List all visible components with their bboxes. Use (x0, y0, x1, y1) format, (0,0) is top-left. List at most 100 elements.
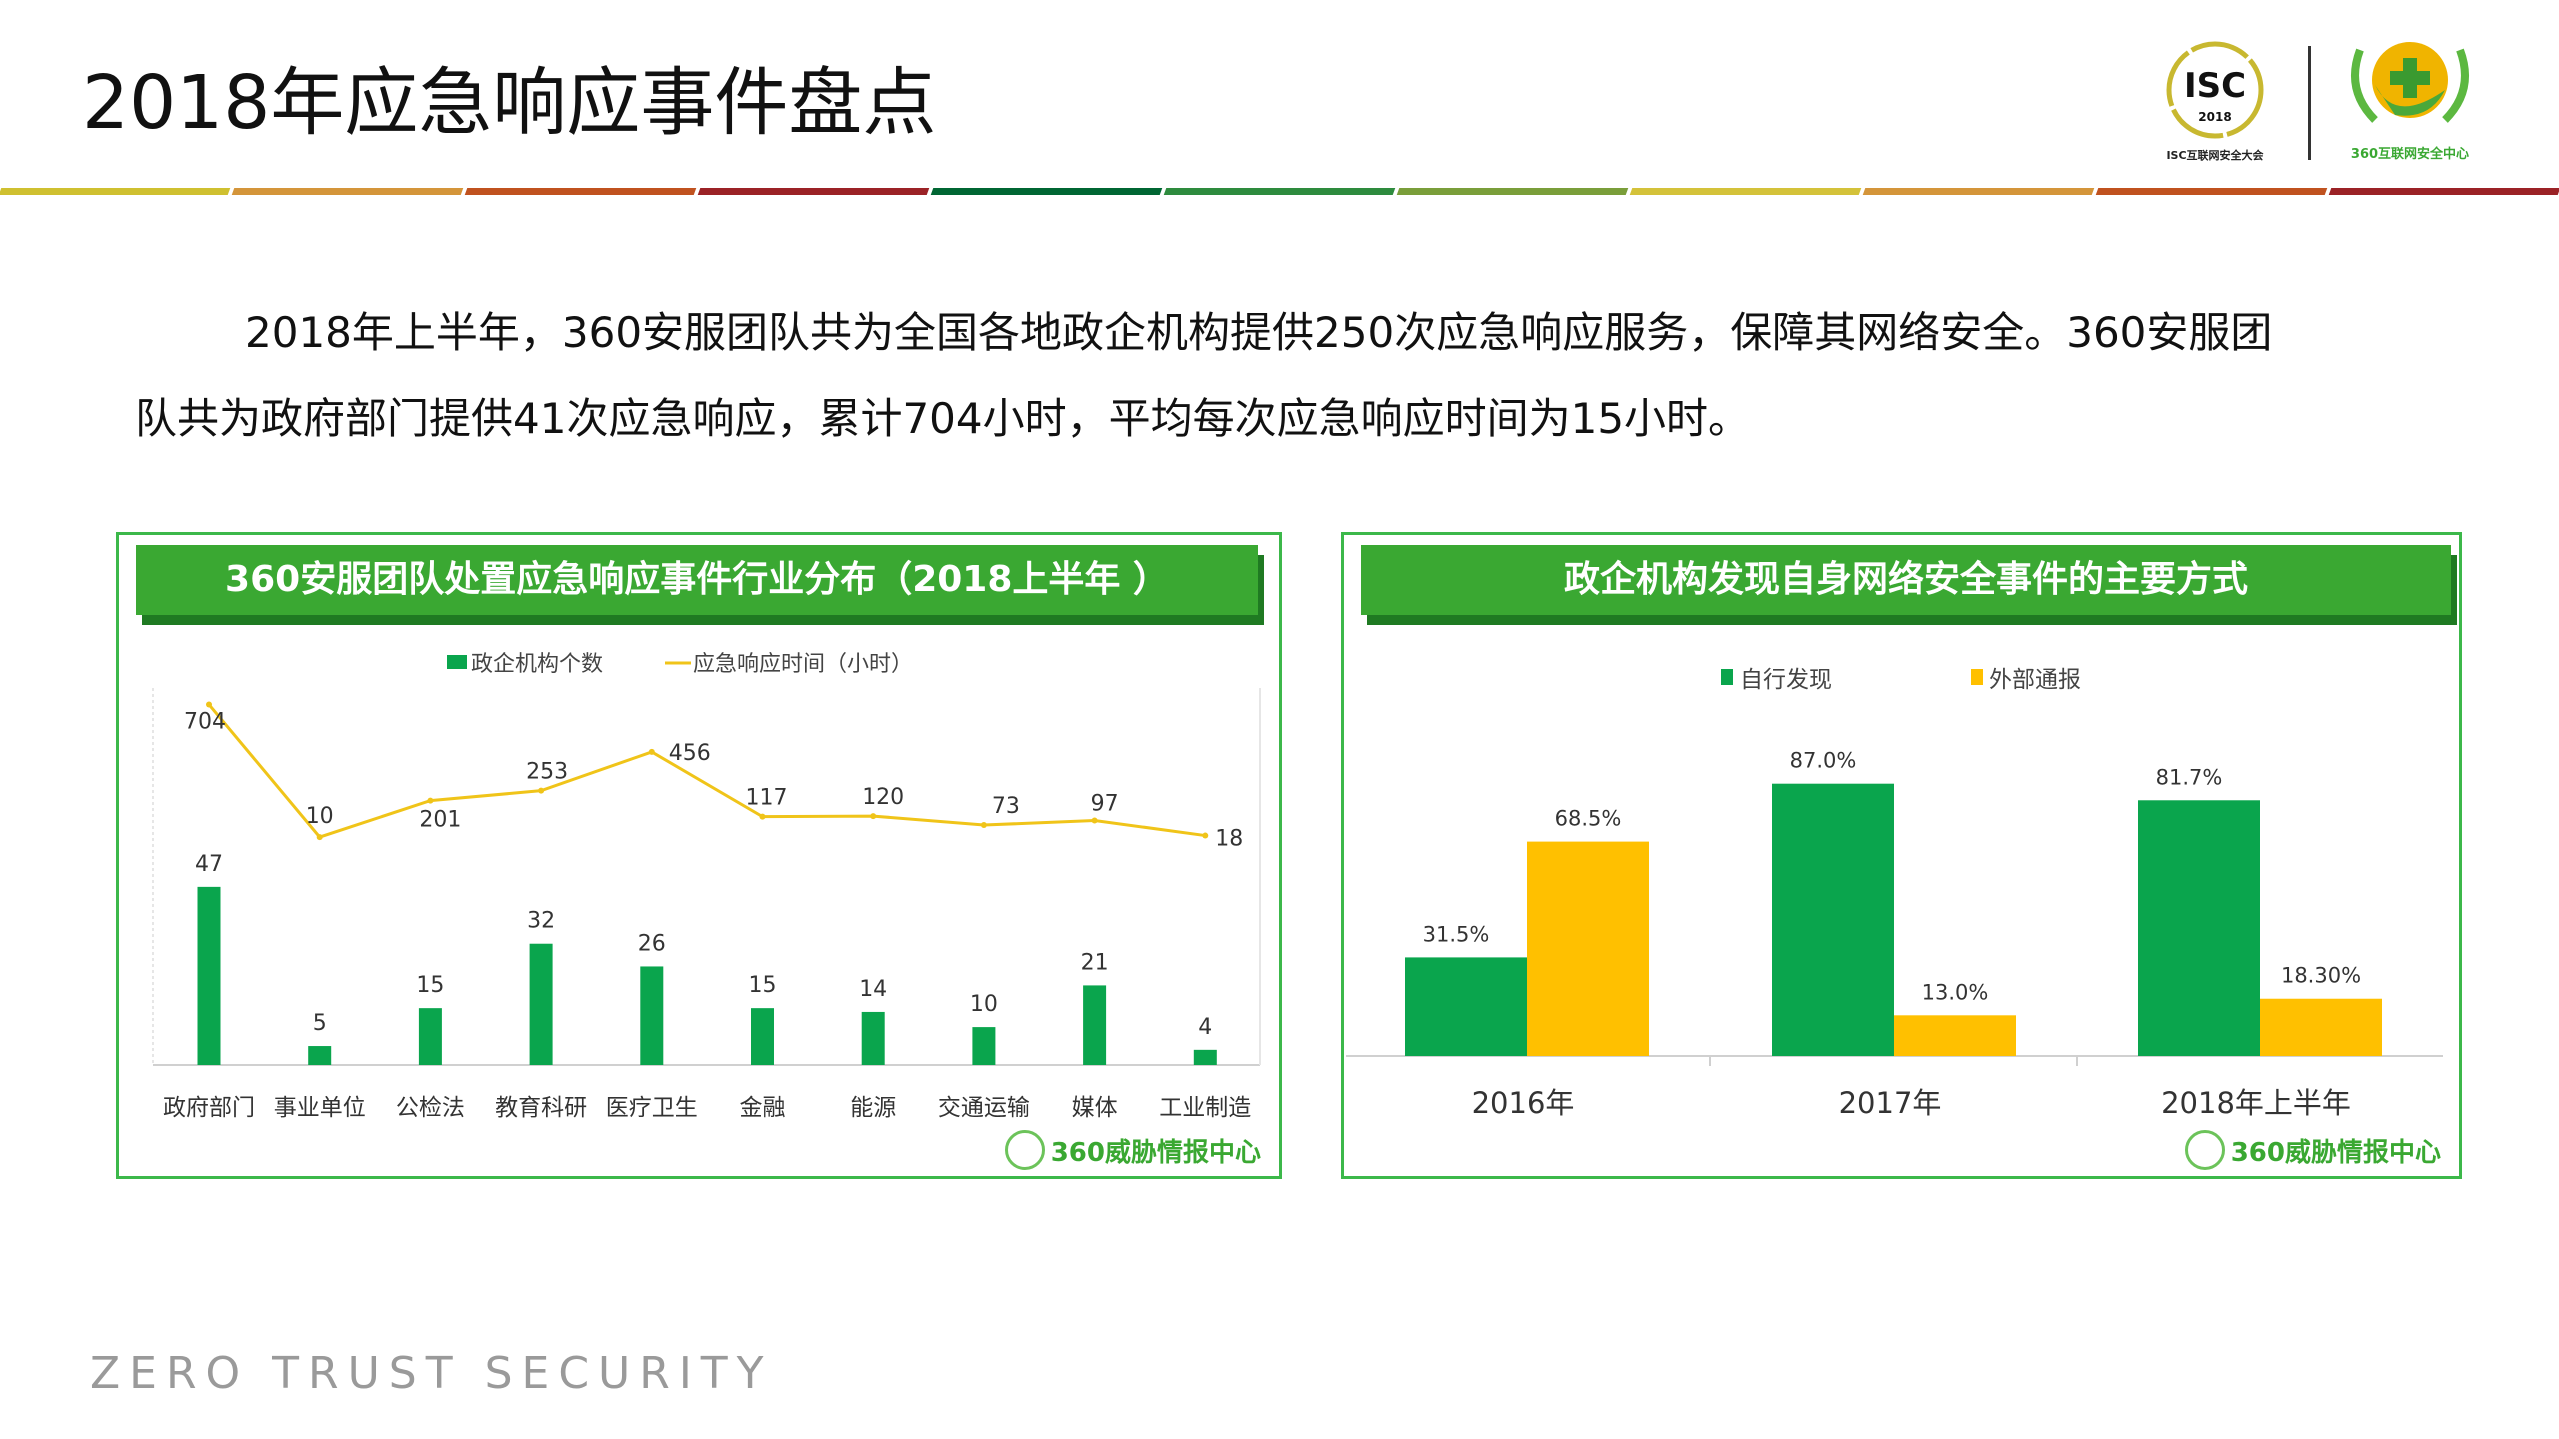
legend-label-line: 应急响应时间（小时） (693, 652, 913, 677)
bar (2260, 998, 2382, 1056)
industry-chart-title: 360安服团队处置应急响应事件行业分布（2018上半年 ） (136, 545, 1258, 615)
category-label: 媒体 (1072, 1095, 1118, 1121)
watermark: 360威胁情报中心 (1004, 1130, 1261, 1170)
bar-value-label: 81.7% (2156, 765, 2223, 789)
category-label: 2017年 (1839, 1086, 1942, 1120)
stripe-segment (464, 188, 697, 195)
stripe-segment (1163, 188, 1396, 195)
header-color-stripe (0, 188, 2559, 195)
bar (1083, 985, 1107, 1065)
line-point (316, 834, 323, 841)
line-point (206, 701, 212, 708)
line-series (207, 703, 1206, 839)
line-point (538, 787, 545, 794)
footer-tagline: ZERO TRUST SECURITY (90, 1348, 773, 1399)
center-logo-caption: 360互联网安全中心 (2351, 146, 2469, 162)
isc-logo-year: 2018 (2198, 110, 2231, 124)
isc-logo: ISC 2018 ISC互联网安全大会 (2166, 41, 2265, 162)
bar-value-label: 14 (859, 977, 887, 1002)
category-label: 工业制造 (1159, 1095, 1251, 1121)
bar-value-label: 21 (1081, 950, 1109, 975)
360-center-logo: 360互联网安全中心 (2351, 42, 2469, 162)
page-title: 2018年应急响应事件盘点 (82, 60, 937, 146)
category-label: 2016年 (1472, 1086, 1575, 1120)
line-value-label: 704 (184, 710, 226, 735)
bar (1527, 841, 1649, 1056)
intro-line-2: 队共为政府部门提供41次应急响应，累计704小时，平均每次应急响应时间为15小时… (135, 394, 1751, 443)
bar (308, 1046, 332, 1065)
line-point (759, 813, 766, 820)
line-point (870, 813, 877, 820)
stripe-segment (2328, 188, 2559, 195)
line-value-label: 253 (526, 760, 568, 785)
category-label: 金融 (740, 1095, 786, 1121)
discovery-chart-title: 政企机构发现自身网络安全事件的主要方式 (1361, 545, 2451, 615)
legend-swatch-bar (447, 655, 467, 669)
line-value-label: 117 (746, 786, 788, 811)
bar (2138, 800, 2260, 1056)
stripe-segment (1396, 188, 1629, 195)
legend-label-bar: 政企机构个数 (471, 652, 603, 677)
legend-swatch-external (1971, 669, 1983, 685)
stripe-segment (0, 188, 231, 195)
line-value-label: 10 (306, 804, 334, 829)
isc-logo-text: ISC (2184, 66, 2246, 106)
logo-separator (2308, 46, 2311, 160)
stripe-segment (930, 188, 1163, 195)
legend-label-external: 外部通报 (1989, 667, 2081, 693)
bar-value-label: 68.5% (1555, 807, 1622, 831)
category-label: 交通运输 (938, 1095, 1030, 1121)
line-point (1091, 817, 1098, 824)
line-value-label: 97 (1091, 791, 1119, 816)
bar (972, 1027, 996, 1065)
bar-value-label: 47 (195, 852, 223, 877)
stripe-segment (2095, 188, 2328, 195)
line-value-label: 456 (669, 741, 711, 766)
line-value-label: 201 (419, 808, 461, 833)
line-point (980, 822, 987, 829)
industry-chart: 政企机构个数 应急响应时间（小时） 47 政府部门 5 事业单位 15 公检法 32 教育科研 26… (152, 652, 1261, 1121)
legend-label-self: 自行发现 (1740, 667, 1832, 693)
line-value-label: 120 (862, 785, 904, 810)
industry-chart-panel: 360安服团队处置应急响应事件行业分布（2018上半年 ） 政企机构个数 应急响应… (116, 532, 1282, 1179)
globe-icon (1004, 1130, 1045, 1170)
isc-logo-caption: ISC互联网安全大会 (2166, 148, 2264, 162)
bar (1772, 783, 1894, 1056)
category-label: 政府部门 (163, 1095, 255, 1121)
bar-value-label: 13.0% (1922, 980, 1989, 1004)
discovery-chart-panel: 政企机构发现自身网络安全事件的主要方式 自行发现 外部通报 31.5% 68.5% 20… (1341, 532, 2462, 1179)
line-value-label: 73 (992, 794, 1020, 819)
line-point (427, 797, 434, 804)
bar (529, 943, 553, 1065)
bar-value-label: 32 (527, 909, 555, 934)
stripe-segment (697, 188, 930, 195)
category-label: 2018年上半年 (2161, 1086, 2351, 1120)
bar (1405, 957, 1527, 1056)
bar (197, 886, 221, 1065)
bar-value-label: 87.0% (1790, 749, 1857, 773)
line-value-label: 18 (1215, 827, 1243, 852)
bar (1193, 1049, 1217, 1065)
line-point (648, 748, 655, 755)
bar-value-label: 15 (749, 973, 777, 998)
bar-value-label: 31.5% (1423, 922, 1490, 946)
stripe-segment (1862, 188, 2095, 195)
category-label: 事业单位 (274, 1095, 366, 1121)
watermark: 360威胁情报中心 (2184, 1130, 2441, 1170)
bar (751, 1008, 774, 1065)
legend-swatch-self (1721, 669, 1733, 685)
category-label: 教育科研 (495, 1095, 587, 1121)
bar-value-label: 26 (638, 931, 666, 956)
bar-value-label: 18.30% (2281, 964, 2361, 988)
bar-value-label: 10 (970, 992, 998, 1017)
stripe-segment (231, 188, 464, 195)
bar (418, 1008, 442, 1065)
intro-line-1: 2018年上半年，360安服团队共为全国各地政企机构提供250次应急响应服务，保… (245, 308, 2273, 357)
bar-value-label: 15 (416, 973, 444, 998)
category-label: 能源 (850, 1095, 896, 1121)
bar-value-label: 5 (313, 1011, 327, 1036)
stripe-segment (1629, 188, 1862, 195)
category-label: 公检法 (396, 1095, 465, 1121)
globe-icon (2184, 1130, 2225, 1170)
bar-value-label: 4 (1198, 1015, 1212, 1040)
